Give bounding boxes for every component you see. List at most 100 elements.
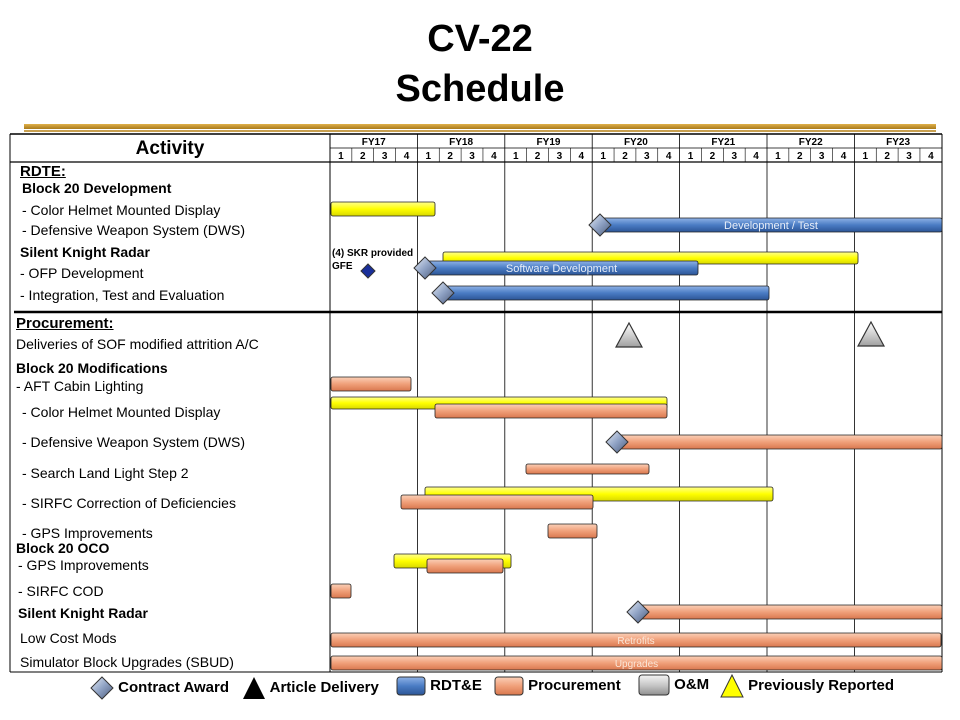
quarter-header: 2 — [797, 151, 803, 162]
quarter-header: 2 — [447, 151, 453, 162]
contract-award-diamond-icon — [626, 600, 650, 624]
quarter-header: 3 — [644, 151, 650, 162]
quarter-header: 1 — [600, 151, 606, 162]
bar-annotation: Software Development — [506, 263, 617, 275]
activity-label: - GPS Improvements — [18, 557, 149, 573]
orange-schedule-bar — [400, 494, 594, 510]
article-delivery-triangle-icon — [243, 677, 265, 699]
quarter-header: 2 — [710, 151, 716, 162]
legend-contract-award-label: Contract Award — [118, 678, 230, 696]
quarter-header: 3 — [557, 151, 563, 162]
orange-schedule-bar — [525, 463, 650, 475]
quarter-header: 4 — [578, 151, 584, 162]
title-divider-shadow — [24, 130, 936, 132]
quarter-header: 4 — [491, 151, 497, 162]
quarter-header: 1 — [863, 151, 869, 162]
page-title-line2: Schedule — [395, 68, 565, 110]
title-divider — [24, 124, 936, 129]
fy-header: FY17 — [362, 137, 386, 148]
activity-label: - Color Helmet Mounted Display — [22, 404, 221, 420]
bar-annotation: Upgrades — [615, 659, 658, 670]
contract-award-diamond-icon — [431, 281, 455, 305]
schedule-bars: Development / Test Software Development Re… — [330, 201, 943, 671]
quarter-header: 1 — [338, 151, 344, 162]
orange-schedule-bar — [547, 523, 598, 539]
orange-schedule-bar — [330, 583, 352, 599]
bar-annotation: Development / Test — [724, 220, 818, 232]
quarter-header: 4 — [928, 151, 934, 162]
activity-label: Deliveries of SOF modified attrition A/C — [16, 336, 259, 352]
quarter-header: 3 — [819, 151, 825, 162]
quarter-header: 3 — [731, 151, 737, 162]
activity-label: Silent Knight Radar — [20, 244, 150, 260]
rdte-swatch-icon — [396, 676, 426, 696]
activity-header: Activity — [135, 138, 205, 159]
activity-label: - OFP Development — [20, 265, 144, 281]
activity-label: Low Cost Mods — [20, 630, 117, 646]
bar-annotation: Retrofits — [617, 636, 654, 647]
quarter-header: 4 — [841, 151, 847, 162]
quarter-header: 2 — [622, 151, 628, 162]
legend-om-label: O&M — [674, 675, 710, 693]
activity-label: Block 20 Development — [22, 180, 172, 196]
legend-rdte-label: RDT&E — [430, 676, 482, 694]
orange-schedule-bar — [426, 558, 504, 574]
activity-label: - Defensive Weapon System (DWS) — [22, 222, 246, 238]
legend-previously-reported: Previously Reported — [720, 673, 895, 702]
activity-label: - AFT Cabin Lighting — [16, 378, 144, 394]
contract-award-diamond-icon — [90, 676, 114, 700]
quarter-header: 3 — [469, 151, 475, 162]
skr-gfe-note: (4) SKR provided GFE — [332, 248, 414, 272]
orange-schedule-bar — [330, 632, 942, 648]
orange-schedule-bar — [330, 655, 943, 671]
skr-gfe-diamond-icon — [360, 263, 376, 279]
quarter-header: 4 — [404, 151, 410, 162]
quarter-header: 3 — [382, 151, 388, 162]
activity-label: Simulator Block Upgrades (SBUD) — [20, 654, 234, 670]
activity-label: Silent Knight Radar — [18, 605, 148, 621]
article-delivery-triangle-icon — [856, 320, 886, 347]
activity-label: Block 20 OCO — [16, 540, 110, 556]
orange-schedule-bar — [330, 376, 412, 392]
legend-article-delivery-label: Article Delivery — [269, 678, 379, 696]
orange-schedule-bar — [434, 403, 668, 419]
quarter-header: 4 — [666, 151, 672, 162]
activity-label: - Defensive Weapon System (DWS) — [22, 434, 246, 450]
quarter-header: 2 — [535, 151, 541, 162]
yellow-schedule-bar — [330, 201, 436, 217]
contract-award-diamond-icon — [588, 213, 612, 237]
legend-previously-reported-label: Previously Reported — [748, 676, 895, 694]
page-title-line1: CV-22 — [427, 18, 533, 60]
activity-label: - GPS Improvements — [22, 525, 153, 541]
fy-header: FY20 — [624, 137, 648, 148]
quarter-header: 2 — [360, 151, 366, 162]
fy-header: FY22 — [799, 137, 823, 148]
fy-header: FY19 — [537, 137, 561, 148]
legend-procurement: Procurement — [494, 676, 621, 704]
quarter-header: 4 — [753, 151, 759, 162]
activity-label: - Search Land Light Step 2 — [22, 465, 189, 481]
quarter-header: 1 — [688, 151, 694, 162]
om-swatch-icon — [638, 674, 670, 696]
quarter-header: 3 — [906, 151, 912, 162]
activity-label: - Integration, Test and Evaluation — [20, 287, 225, 303]
contract-award-diamond-icon — [413, 256, 437, 280]
quarter-header: 1 — [775, 151, 781, 162]
activity-label: - SIRFC Correction of Deficiencies — [22, 495, 236, 511]
previously-reported-triangle-icon — [720, 673, 744, 698]
activity-label: Procurement: — [16, 315, 114, 332]
procurement-swatch-icon — [494, 676, 524, 696]
activity-label: - SIRFC COD — [18, 583, 104, 599]
fy-header: FY23 — [886, 137, 910, 148]
legend-contract-award: Contract Award — [90, 676, 229, 704]
quarter-header: 1 — [513, 151, 519, 162]
legend-procurement-label: Procurement — [528, 676, 621, 694]
blue-schedule-bar — [442, 285, 770, 301]
legend-rdte: RDT&E — [396, 676, 482, 704]
activity-label: RDTE: — [20, 163, 66, 180]
legend-article-delivery: Article Delivery — [242, 676, 379, 704]
article-delivery-triangle-icon — [614, 321, 644, 348]
quarter-header: 1 — [426, 151, 432, 162]
activity-label: Block 20 Modifications — [16, 360, 168, 376]
